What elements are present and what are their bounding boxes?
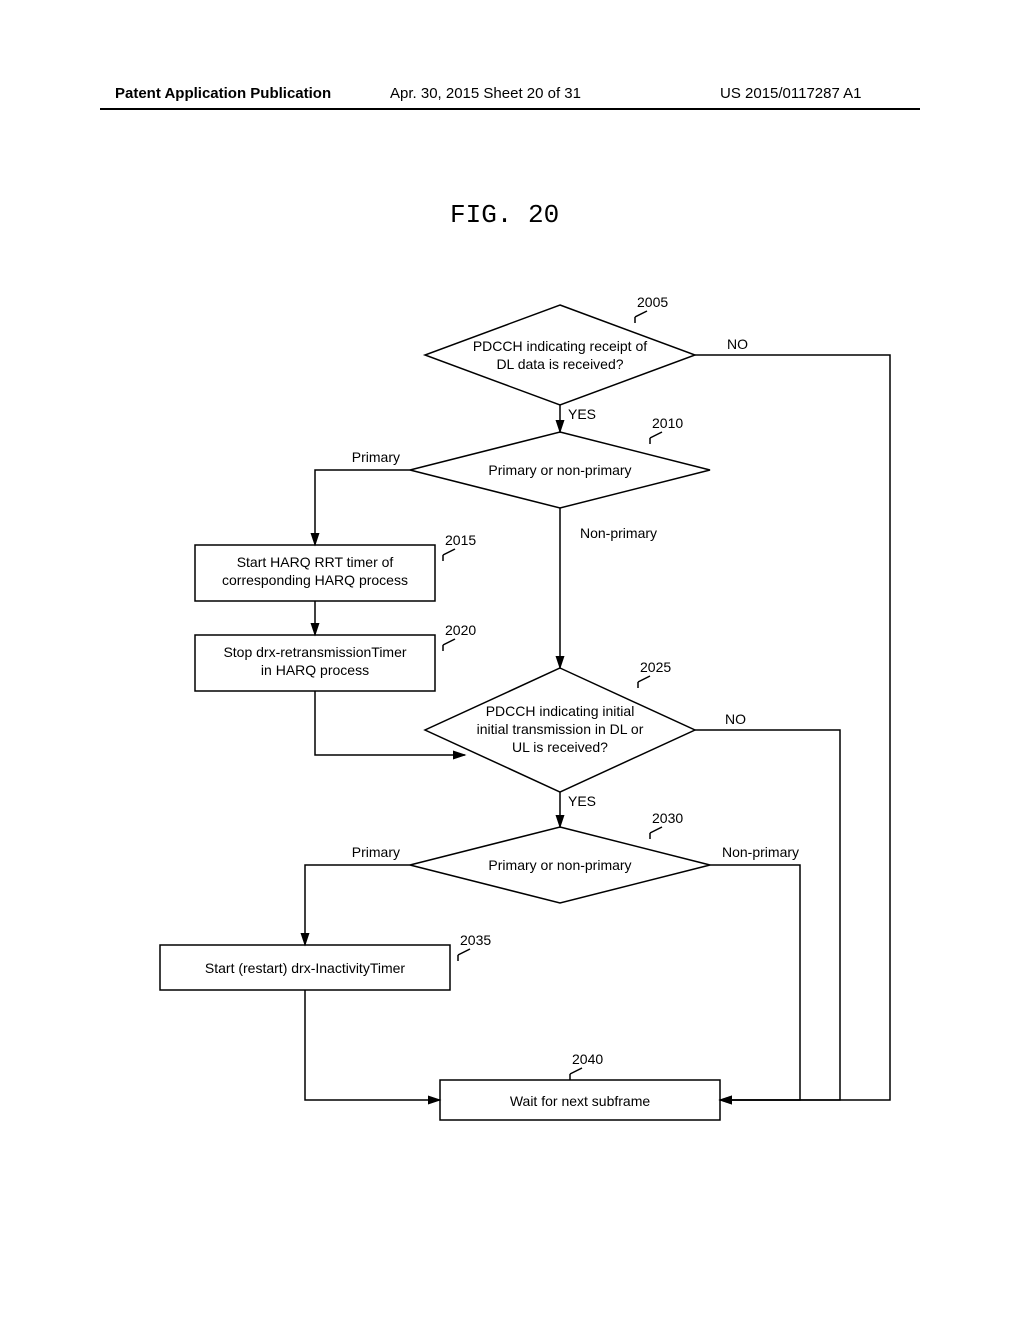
svg-text:NO: NO	[727, 336, 748, 352]
svg-text:corresponding HARQ process: corresponding HARQ process	[222, 572, 408, 588]
figure-title: FIG. 20	[450, 200, 559, 230]
svg-text:2005: 2005	[637, 294, 668, 310]
svg-text:2035: 2035	[460, 932, 491, 948]
svg-text:2030: 2030	[652, 810, 683, 826]
svg-text:2020: 2020	[445, 622, 476, 638]
svg-text:2015: 2015	[445, 532, 476, 548]
svg-text:Primary or non-primary: Primary or non-primary	[488, 462, 631, 478]
svg-text:PDCCH indicating receipt of: PDCCH indicating receipt of	[473, 338, 647, 354]
svg-text:PDCCH indicating initial: PDCCH indicating initial	[486, 703, 635, 719]
svg-text:UL is received?: UL is received?	[512, 739, 608, 755]
svg-text:initial transmission in DL or: initial transmission in DL or	[477, 721, 644, 737]
svg-text:Primary: Primary	[352, 844, 400, 860]
svg-text:Primary or non-primary: Primary or non-primary	[488, 857, 631, 873]
header-left: Patent Application Publication	[115, 85, 331, 102]
svg-text:Non-primary: Non-primary	[722, 844, 799, 860]
svg-text:Stop drx-retransmissionTimer: Stop drx-retransmissionTimer	[223, 644, 406, 660]
svg-text:Start HARQ RRT timer of: Start HARQ RRT timer of	[237, 554, 394, 570]
page: Patent Application Publication Apr. 30, …	[0, 0, 1024, 1320]
svg-text:YES: YES	[568, 406, 596, 422]
svg-text:2040: 2040	[572, 1051, 603, 1067]
svg-text:Primary: Primary	[352, 449, 400, 465]
svg-text:2010: 2010	[652, 415, 683, 431]
flowchart: PDCCH indicating receipt of DL data is re…	[100, 290, 920, 1215]
header-center: Apr. 30, 2015 Sheet 20 of 31	[390, 85, 581, 102]
svg-text:2025: 2025	[640, 659, 671, 675]
svg-text:Wait for next subframe: Wait for next subframe	[510, 1093, 651, 1109]
svg-text:DL data is received?: DL data is received?	[496, 356, 623, 372]
svg-text:in HARQ process: in HARQ process	[261, 662, 369, 678]
svg-text:NO: NO	[725, 711, 746, 727]
svg-text:YES: YES	[568, 793, 596, 809]
svg-text:Start (restart) drx-Inactivity: Start (restart) drx-InactivityTimer	[205, 960, 406, 976]
header-right: US 2015/0117287 A1	[720, 85, 862, 102]
svg-text:Non-primary: Non-primary	[580, 525, 657, 541]
header-divider	[100, 108, 920, 110]
